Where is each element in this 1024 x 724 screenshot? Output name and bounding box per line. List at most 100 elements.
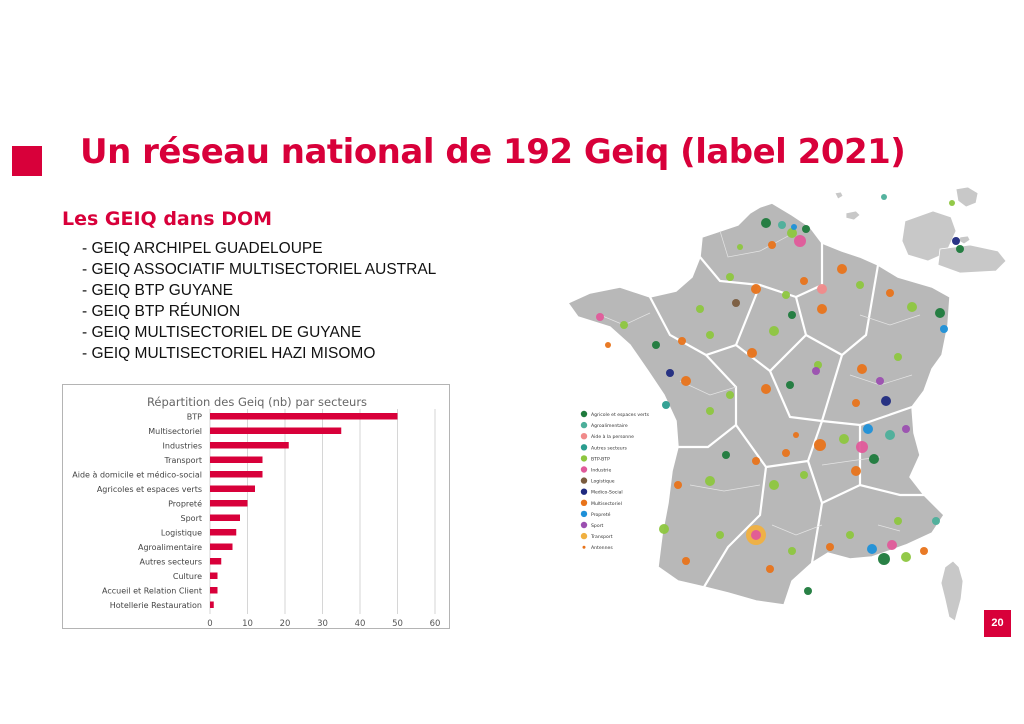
category-label: Industries: [163, 441, 202, 450]
geiq-dot: [863, 424, 873, 434]
legend-label: Agroalimentaire: [591, 423, 628, 429]
legend-label: Industrie: [591, 468, 611, 474]
geiq-dot: [846, 531, 854, 539]
geiq-dot: [682, 557, 690, 565]
sector-bar-chart: Répartition des Geiq (nb) par secteurs B…: [62, 384, 450, 629]
geiq-dot: [659, 524, 669, 534]
geiq-dot: [761, 218, 771, 228]
geiq-dot: [786, 381, 794, 389]
geiq-dot: [851, 466, 861, 476]
list-item: - GEIQ BTP RÉUNION: [82, 303, 241, 320]
geiq-dot: [814, 439, 826, 451]
legend-label: Medico-Social: [591, 490, 623, 496]
category-label: Autres secteurs: [140, 557, 203, 566]
x-tick-label: 10: [242, 619, 253, 629]
geiq-dot: [876, 377, 884, 385]
geiq-dot: [706, 331, 714, 339]
page-number-badge: 20: [984, 610, 1011, 637]
category-label: Multisectoriel: [148, 427, 202, 436]
bar: [210, 572, 218, 579]
bar: [210, 413, 398, 420]
list-item: - GEIQ MULTISECTORIEL DE GUYANE: [82, 324, 362, 341]
dom-heading: Les GEIQ dans DOM: [62, 208, 273, 230]
geiq-dot: [878, 553, 890, 565]
geiq-dot: [886, 289, 894, 297]
geiq-dot: [726, 273, 734, 281]
geiq-dot: [887, 540, 897, 550]
geiq-dot: [817, 284, 827, 294]
geiq-dot: [696, 305, 704, 313]
category-label: Culture: [173, 572, 202, 581]
geiq-dot: [949, 200, 955, 206]
geiq-dot: [857, 364, 867, 374]
geiq-dot: [605, 342, 611, 348]
bar: [210, 601, 214, 608]
geiq-dot: [952, 237, 960, 245]
geiq-dot: [956, 245, 964, 253]
geiq-dot: [726, 391, 734, 399]
geiq-dot: [761, 384, 771, 394]
legend-label: Autres secteurs: [591, 445, 627, 451]
category-label: Hotellerie Restauration: [110, 601, 202, 610]
bar-chart-svg: Répartition des Geiq (nb) par secteurs B…: [72, 395, 441, 629]
geiq-dot: [769, 480, 779, 490]
france-geiq-map: Agricole et espaces verts Agroalimentaire…: [560, 185, 1015, 640]
geiq-dot: [652, 341, 660, 349]
geiq-dot: [596, 313, 604, 321]
legend-swatch: [580, 521, 588, 529]
geiq-dot: [869, 454, 879, 464]
category-label: Logistique: [161, 528, 202, 537]
legend-label: Antennes: [591, 545, 613, 551]
x-tick-label: 30: [317, 619, 328, 629]
legend-swatch: [580, 455, 588, 462]
bar: [210, 529, 237, 536]
category-label: Propreté: [168, 498, 202, 508]
list-item: - GEIQ ASSOCIATIF MULTISECTORIEL AUSTRAL: [82, 261, 437, 278]
dom-geiq-list: - GEIQ ARCHIPEL GUADELOUPE - GEIQ ASSOCI…: [82, 238, 436, 364]
geiq-dot: [705, 476, 715, 486]
geiq-dot: [817, 304, 827, 314]
category-label: Transport: [163, 456, 202, 465]
geiq-dot: [940, 325, 948, 333]
geiq-dot: [902, 425, 910, 433]
chart-gridlines: [209, 409, 436, 614]
geiq-dot: [737, 244, 743, 250]
slide-title: Un réseau national de 192 Geiq (label 20…: [80, 132, 906, 172]
geiq-dot: [782, 291, 790, 299]
geiq-dot: [722, 451, 730, 459]
geiq-dot: [804, 587, 812, 595]
category-label: Accueil et Relation Client: [102, 586, 202, 595]
list-item: - GEIQ ARCHIPEL GUADELOUPE: [82, 240, 323, 257]
category-label: Sport: [181, 514, 202, 523]
x-tick-label: 60: [430, 619, 441, 629]
geiq-dot: [881, 194, 887, 200]
geiq-dot: [856, 281, 864, 289]
geiq-dot: [778, 221, 786, 229]
region-borders: [649, 243, 924, 588]
geiq-dot: [787, 228, 797, 238]
geiq-dot: [766, 565, 774, 573]
geiq-dot: [747, 348, 757, 358]
bar: [210, 514, 240, 521]
geiq-dot: [812, 367, 820, 375]
list-item: - GEIQ MULTISECTORIEL HAZI MISOMO: [82, 345, 376, 362]
bar: [210, 427, 342, 434]
category-label: BTP: [187, 412, 202, 421]
bar: [210, 456, 263, 463]
geiq-dot: [681, 376, 691, 386]
map-legend: Agricole et espaces verts Agroalimentaire…: [580, 410, 650, 551]
legend-label: Agricole et espaces verts: [591, 412, 650, 418]
legend-swatch: [582, 545, 586, 549]
geiq-dot: [802, 225, 810, 233]
chart-title: Répartition des Geiq (nb) par secteurs: [147, 395, 367, 409]
geiq-dot: [885, 430, 895, 440]
legend-swatch: [580, 499, 588, 506]
geiq-dot: [752, 457, 760, 465]
bar: [210, 558, 222, 565]
geiq-dot: [674, 481, 682, 489]
geiq-dot: [620, 321, 628, 329]
geiq-dot: [716, 531, 724, 539]
france-mainland: [566, 202, 951, 606]
geiq-dot: [662, 401, 670, 409]
x-tick-label: 20: [280, 619, 291, 629]
